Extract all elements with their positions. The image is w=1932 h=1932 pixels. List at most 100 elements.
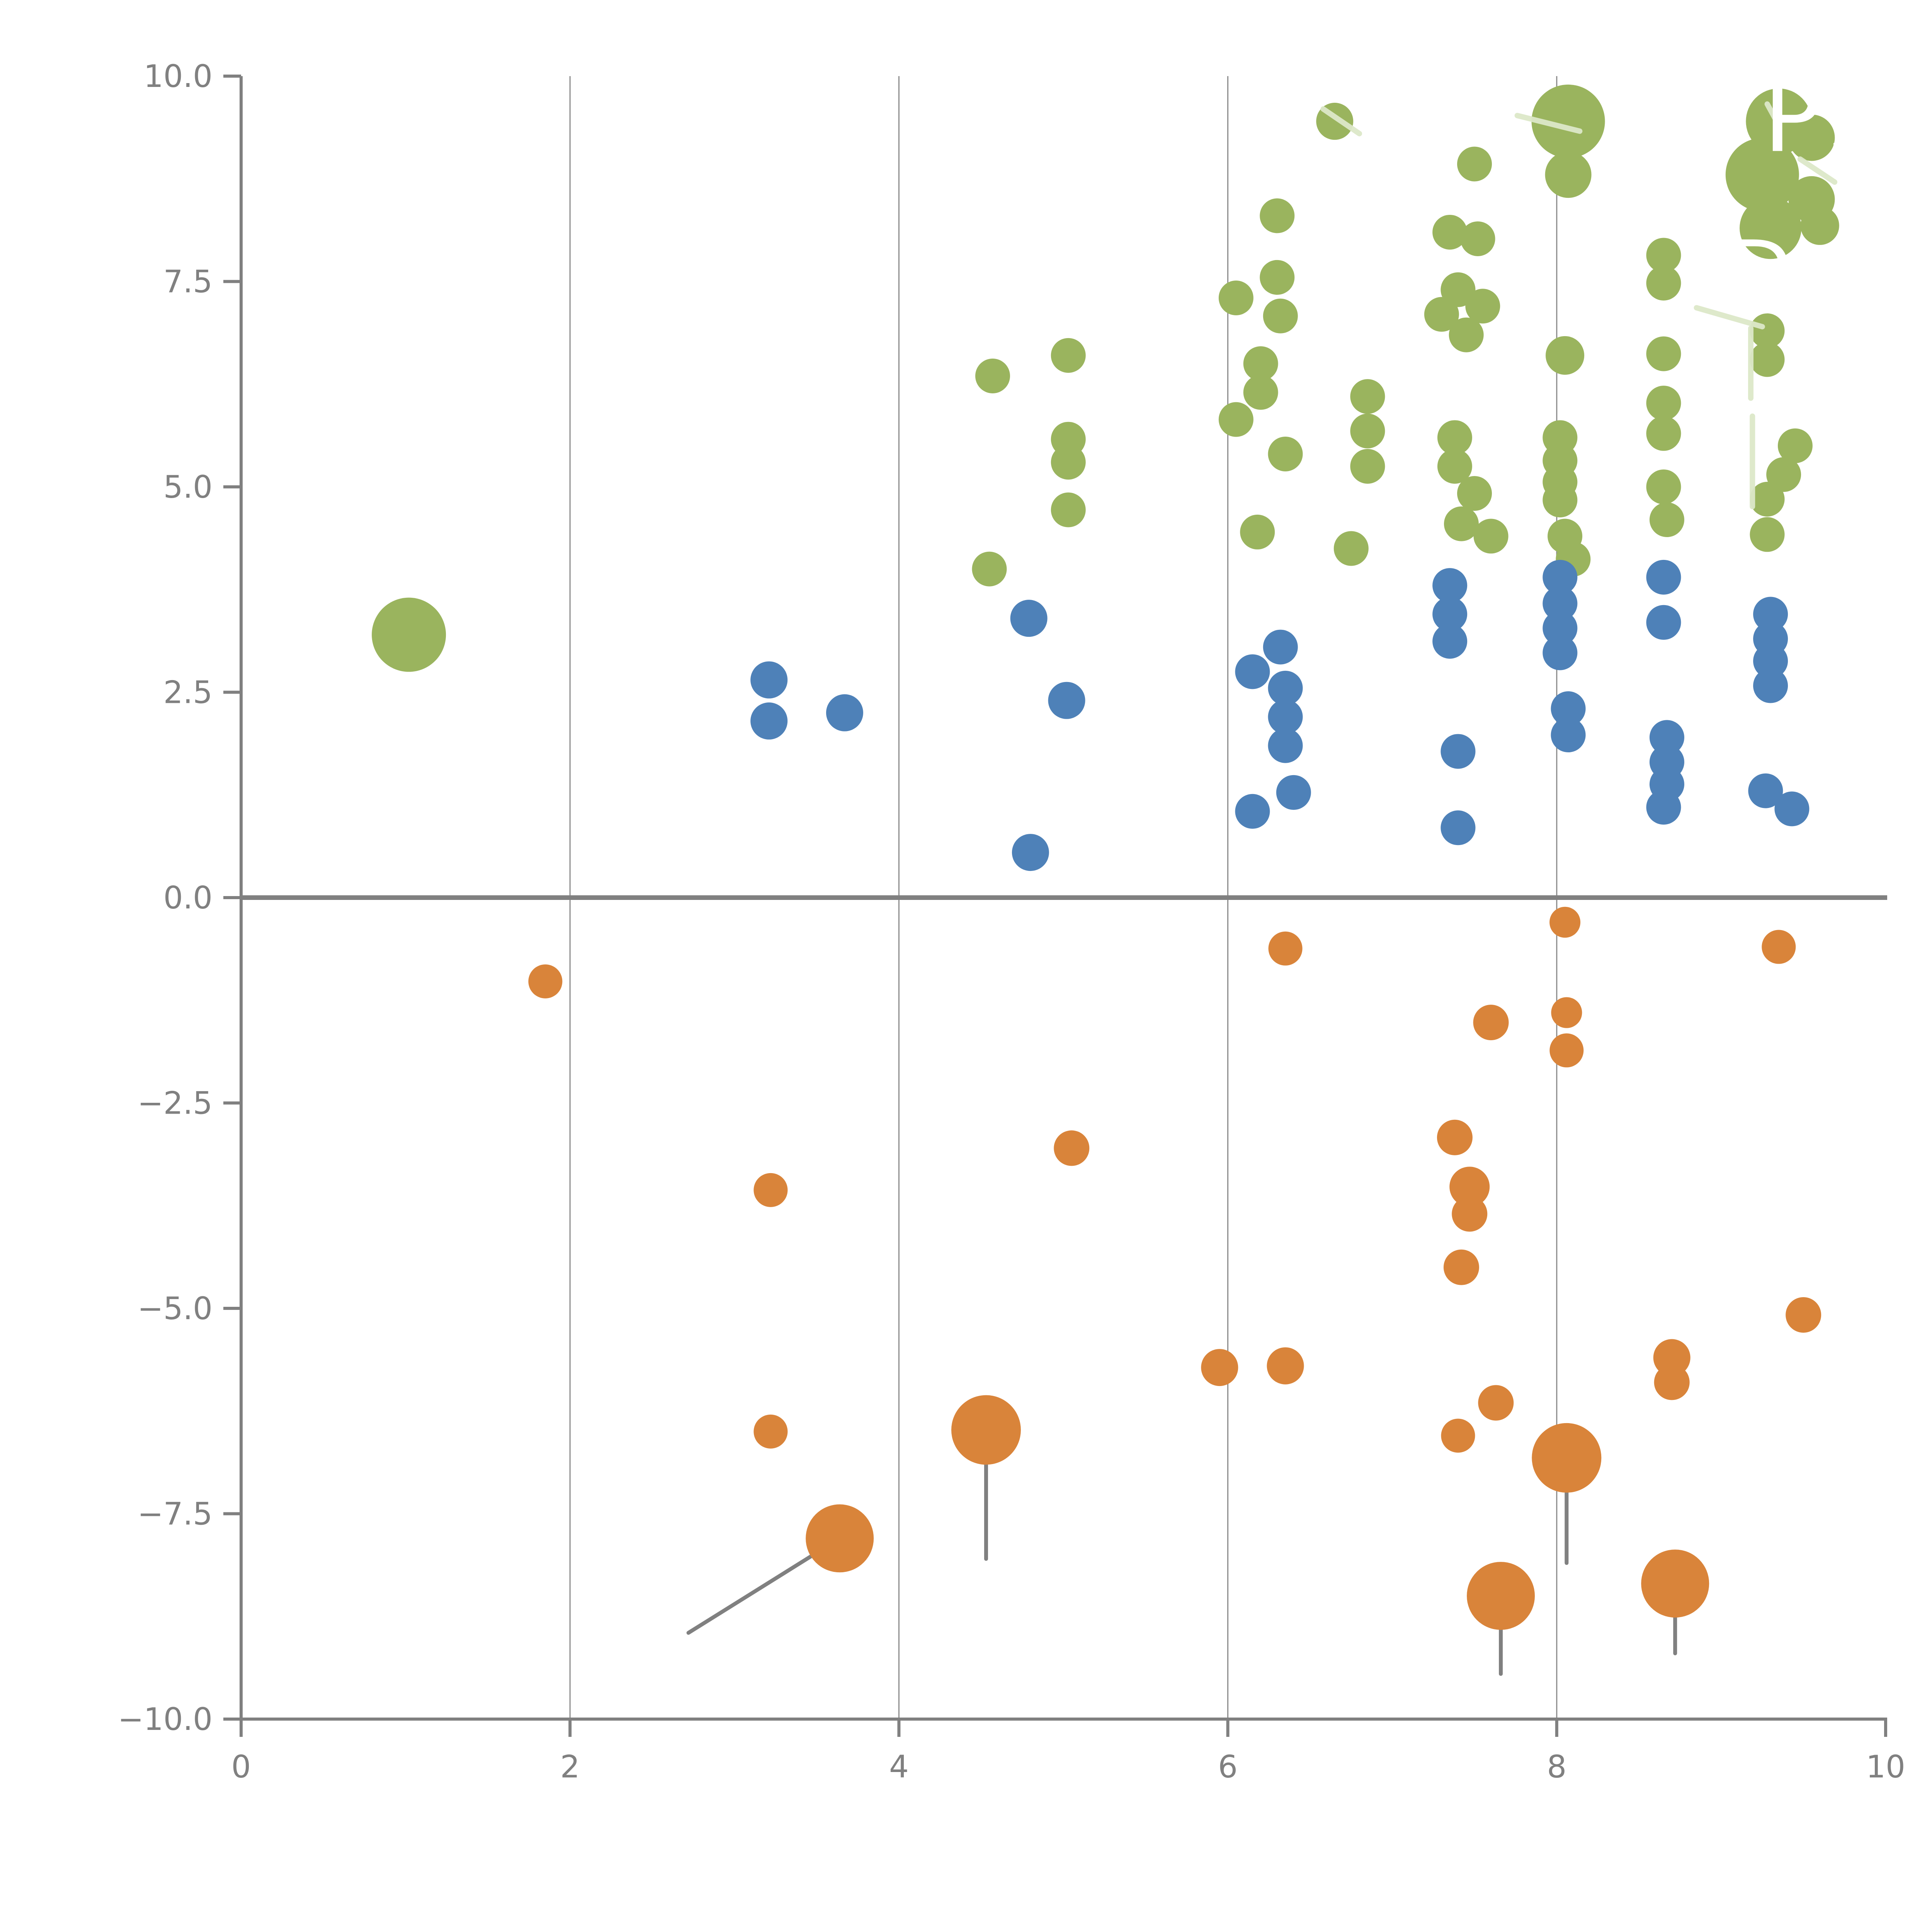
data-point-blue: [1235, 654, 1270, 689]
data-point-green: [372, 597, 446, 672]
data-point-blue: [1268, 670, 1303, 706]
data-point-blue: [1543, 560, 1578, 595]
data-point-blue: [1440, 810, 1476, 845]
data-point-blue: [1543, 586, 1578, 621]
y-tick-label: 7.5: [163, 264, 213, 300]
data-point-blue: [1774, 791, 1810, 827]
data-point-green: [1350, 379, 1385, 414]
data-point-blue: [1543, 611, 1578, 646]
data-point-orange: [1653, 1339, 1690, 1376]
y-tick-label: −2.5: [138, 1085, 213, 1121]
data-point-green: [1243, 375, 1278, 410]
highlight-segment-0: [1320, 106, 1362, 136]
y-tick-label: −10.0: [118, 1701, 213, 1737]
data-point-orange: [1449, 1167, 1490, 1207]
data-point-green: [1460, 221, 1495, 256]
data-point-green: [1218, 281, 1253, 316]
data-point-blue: [1276, 775, 1311, 810]
data-point-green: [1263, 298, 1298, 333]
data-point-blue: [1753, 597, 1788, 632]
x-tick-label: 2: [560, 1749, 580, 1785]
data-point-green: [1243, 346, 1278, 381]
data-point-blue: [1753, 643, 1788, 679]
data-point-blue: [1048, 682, 1085, 719]
data-point-green: [1457, 476, 1492, 511]
data-point-blue: [1753, 668, 1788, 703]
axes: [223, 75, 1887, 1737]
data-point-blue: [1432, 568, 1468, 603]
data-point-blue: [1010, 600, 1048, 637]
data-point-orange: [1549, 1033, 1584, 1068]
white-text-annotation: P: [1847, 339, 1898, 438]
data-point-orange: [1641, 1549, 1709, 1618]
y-tick-label: 10.0: [144, 58, 213, 94]
data-point-blue: [1646, 560, 1681, 595]
data-point-orange: [1467, 1562, 1535, 1630]
x-tick-label: 4: [889, 1749, 909, 1785]
data-point-green: [1350, 449, 1385, 484]
data-point-green: [975, 358, 1010, 393]
data-point-green: [1268, 436, 1303, 471]
data-point-orange: [1654, 1364, 1690, 1400]
data-point-green: [1750, 517, 1785, 552]
series-green: [372, 84, 1839, 672]
data-point-orange: [528, 964, 563, 998]
data-point-green: [1449, 317, 1484, 352]
tick-labels: 10.0 7.5 5.0 2.5 0.0 −2.5 −5.0 −7.5 −10.0 0 2 4 6 8 10: [118, 58, 1905, 1785]
data-point-blue: [750, 661, 788, 699]
gridlines: [241, 76, 1887, 1719]
x-tick-label: 0: [231, 1749, 251, 1785]
data-point-orange: [1532, 1423, 1602, 1493]
data-point-orange: [951, 1395, 1021, 1465]
data-point-green: [1051, 445, 1086, 480]
highlight-segments: [1320, 101, 1838, 510]
highlight-segment-2: [1797, 156, 1838, 185]
data-point-blue: [1432, 624, 1468, 659]
data-point-green: [1531, 84, 1605, 158]
data-point-green: [1473, 519, 1509, 554]
data-point-blue: [1012, 834, 1049, 871]
highlight-segment-4: [1694, 305, 1765, 330]
data-point-orange: [753, 1414, 788, 1449]
data-point-green: [1646, 265, 1681, 301]
data-point-green: [1424, 297, 1459, 332]
data-point-orange: [1201, 1349, 1238, 1386]
data-point-orange: [1437, 1119, 1473, 1155]
data-point-orange: [1452, 1196, 1488, 1232]
data-point-green: [1766, 457, 1801, 492]
data-point-green: [1240, 514, 1275, 549]
data-point-orange: [1473, 1005, 1509, 1041]
data-point-blue: [1432, 597, 1468, 632]
data-point-green: [1646, 238, 1681, 273]
data-point-green: [1260, 198, 1295, 233]
highlight-segment-3: [1764, 101, 1780, 125]
data-point-orange: [1443, 1249, 1479, 1285]
data-point-green: [1649, 502, 1684, 537]
y-tick-label: 0.0: [163, 880, 213, 916]
x-tick-label: 10: [1866, 1749, 1905, 1785]
data-point-blue: [1263, 629, 1298, 665]
data-point-orange: [753, 1173, 788, 1207]
data-point-green: [1457, 146, 1492, 182]
data-point-orange: [1551, 997, 1582, 1028]
data-point-green: [1051, 338, 1086, 373]
data-point-green: [1440, 272, 1476, 307]
data-point-green: [1465, 289, 1500, 324]
data-point-orange: [1441, 1418, 1475, 1453]
data-point-orange: [1054, 1130, 1090, 1166]
y-tick-label: 5.0: [163, 469, 213, 505]
data-point-green: [1750, 481, 1785, 517]
data-point-green: [1350, 413, 1385, 449]
data-point-green: [1333, 531, 1369, 566]
data-point-orange: [1267, 1347, 1304, 1384]
data-point-green: [1051, 492, 1086, 527]
series-blue: [750, 560, 1810, 871]
data-point-orange: [1762, 930, 1796, 964]
data-point-green: [1437, 449, 1472, 484]
data-point-blue: [1646, 790, 1681, 825]
data-point-green: [1646, 416, 1681, 451]
data-point-orange: [1549, 906, 1581, 938]
y-tick-label: −5.0: [138, 1291, 213, 1327]
